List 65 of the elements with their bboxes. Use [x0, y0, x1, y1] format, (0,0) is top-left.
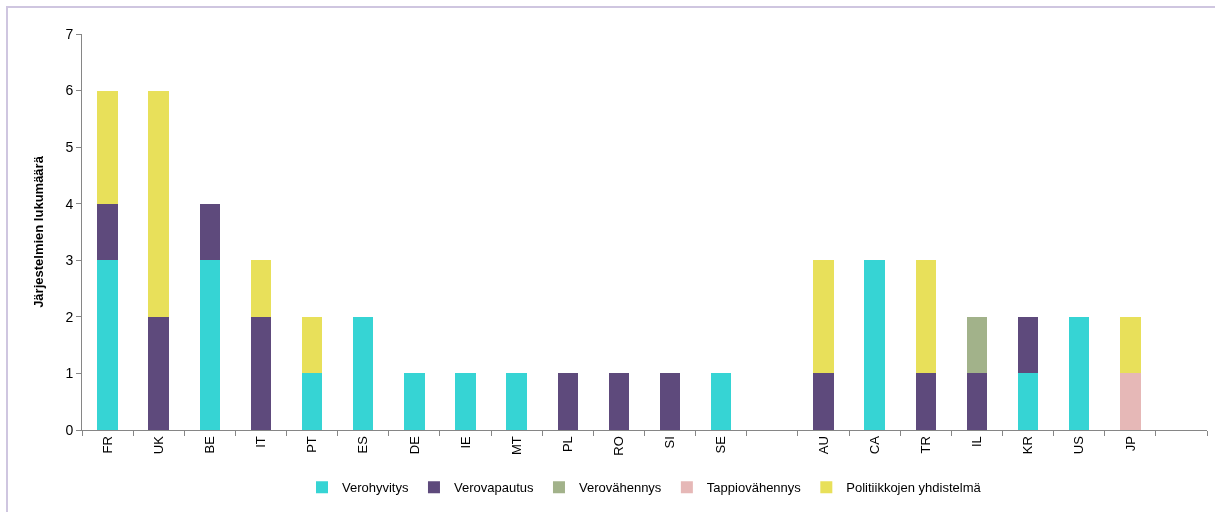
bar	[1120, 316, 1141, 374]
bar	[557, 373, 579, 430]
y-tick-label: 1	[65, 365, 74, 382]
bar	[1120, 373, 1141, 430]
bar	[455, 373, 476, 430]
legend-label: Verovapautus	[453, 480, 534, 496]
x-tick-label: SE	[713, 435, 729, 454]
x-tick-label: SI	[662, 436, 678, 449]
x-tick-label: DE	[406, 435, 422, 455]
y-tick-label: 7	[65, 25, 74, 42]
x-tick-label: BE	[202, 435, 218, 454]
x-tick-label: IE	[457, 435, 473, 449]
bar	[97, 260, 118, 430]
x-tick-label: FR	[99, 436, 115, 454]
x-tick-label: MT	[508, 436, 524, 455]
bar	[301, 316, 323, 374]
bar	[915, 260, 936, 374]
x-tick-label: AU	[815, 436, 831, 455]
x-tick-label: KR	[1020, 436, 1036, 455]
bar	[353, 316, 374, 430]
y-tick-label: 2	[65, 308, 74, 325]
bar	[148, 316, 169, 430]
bar	[97, 90, 118, 204]
y-tick-label: 4	[65, 195, 74, 212]
bar	[659, 373, 681, 430]
bar	[199, 203, 221, 261]
y-tick-label: 3	[65, 252, 74, 269]
bar	[506, 373, 527, 430]
legend-label: Verovähennys	[578, 480, 662, 496]
legend-label: Tappiovähennys	[706, 480, 802, 496]
bar	[813, 260, 834, 374]
bar	[813, 373, 834, 430]
bar	[404, 373, 425, 430]
bar	[97, 203, 118, 261]
y-tick-label: 0	[65, 421, 74, 438]
bar	[1068, 316, 1090, 430]
x-tick-label: TR	[917, 436, 933, 454]
bar	[710, 373, 732, 430]
bar	[1017, 373, 1039, 430]
x-tick-label: IL	[969, 436, 985, 448]
bar	[250, 260, 272, 317]
x-tick-label: PT	[304, 436, 320, 453]
x-tick-label: US	[1071, 435, 1087, 455]
x-tick-label: JP	[1122, 436, 1138, 452]
x-tick-label: PL	[560, 436, 576, 453]
x-tick-label: UK	[150, 435, 166, 455]
bar	[966, 316, 988, 374]
bar	[915, 373, 936, 430]
bar	[864, 260, 885, 430]
y-axis-title: Järjestelmien lukumäärä	[31, 155, 47, 308]
x-tick-label: CA	[866, 435, 882, 455]
bar	[966, 373, 988, 430]
bar	[199, 260, 221, 430]
y-tick-label: 5	[65, 139, 74, 156]
bar	[608, 373, 630, 430]
bar	[148, 90, 169, 317]
bar	[301, 373, 323, 430]
x-tick-label: ES	[355, 435, 371, 454]
x-tick-label: RO	[611, 436, 627, 456]
y-tick-label: 6	[65, 82, 74, 99]
legend-label: Politiikkojen yhdistelmä	[846, 480, 982, 496]
bar	[250, 316, 272, 430]
x-tick-label: IT	[253, 436, 269, 448]
bar	[1017, 316, 1039, 374]
legend-label: Verohyvitys	[342, 480, 409, 496]
